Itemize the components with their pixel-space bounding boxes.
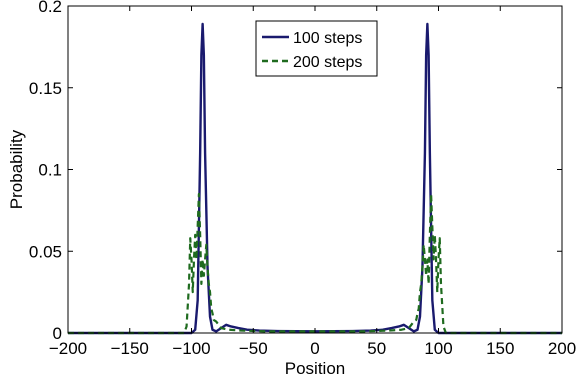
x-tick-label: 200	[548, 339, 576, 358]
y-tick-label: 0.05	[29, 242, 62, 261]
legend: 100 steps 200 steps	[255, 20, 378, 77]
legend-box	[255, 20, 378, 77]
y-tick-label: 0.15	[29, 79, 62, 98]
x-tick-label: −150	[111, 339, 149, 358]
y-tick-label: 0	[53, 324, 62, 343]
x-tick-label: 100	[424, 339, 452, 358]
x-tick-label: −200	[49, 339, 87, 358]
x-tick-label: 0	[310, 339, 319, 358]
y-axis-label: Probability	[7, 129, 26, 209]
x-tick-label: 150	[486, 339, 514, 358]
legend-label-2: 200 steps	[293, 54, 362, 71]
tick-layer: −200 −150 −100 −50 0 50 100 150 200 0 0.05 0.1 0.15 0…	[29, 0, 576, 358]
y-tick-label: 0.1	[38, 161, 62, 180]
x-tick-label: −50	[239, 339, 268, 358]
x-tick-label: 50	[367, 339, 386, 358]
x-tick-label: −100	[172, 339, 210, 358]
legend-label-1: 100 steps	[293, 30, 362, 47]
y-tick-label: 0.2	[38, 0, 62, 16]
x-axis-label: Position	[285, 359, 345, 378]
